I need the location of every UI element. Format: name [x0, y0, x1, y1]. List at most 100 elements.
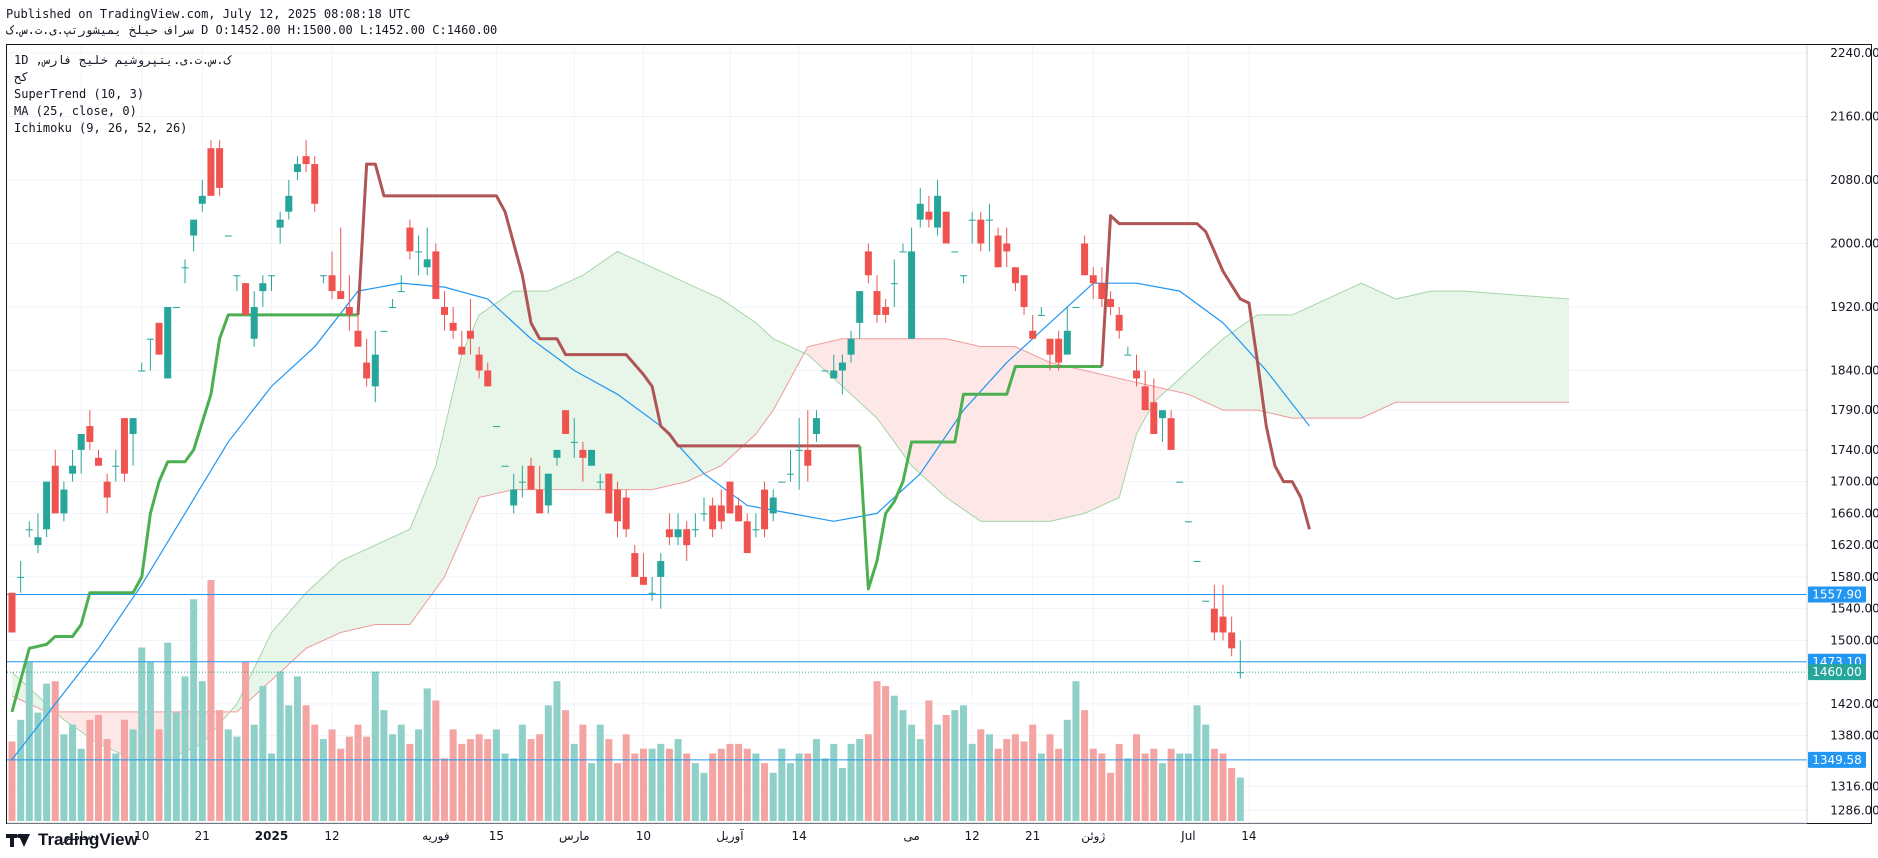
candle-body[interactable] — [319, 275, 327, 277]
candle-body[interactable] — [1046, 338, 1054, 355]
candle-body[interactable] — [665, 529, 673, 538]
candle-body[interactable] — [1063, 330, 1071, 355]
candle-body[interactable] — [882, 306, 890, 315]
candle-body[interactable] — [371, 354, 379, 387]
candle-body[interactable] — [17, 576, 25, 578]
candle-body[interactable] — [743, 521, 751, 554]
candle-body[interactable] — [527, 465, 535, 490]
candle-body[interactable] — [1167, 418, 1175, 450]
candle-body[interactable] — [761, 489, 769, 530]
candle-body[interactable] — [605, 473, 613, 514]
candle-body[interactable] — [250, 306, 258, 339]
candle-body[interactable] — [717, 505, 725, 522]
candle-body[interactable] — [389, 306, 397, 308]
candle-body[interactable] — [691, 529, 699, 531]
candle-body[interactable] — [925, 211, 933, 220]
candle-body[interactable] — [683, 529, 691, 546]
candle-body[interactable] — [579, 449, 587, 458]
candle-body[interactable] — [795, 449, 803, 451]
candle-body[interactable] — [190, 219, 198, 236]
tradingview-brand[interactable]: TradingView — [6, 830, 138, 850]
candle-body[interactable] — [631, 553, 639, 577]
candle-body[interactable] — [1055, 338, 1063, 363]
candle-body[interactable] — [1202, 600, 1210, 602]
candle-body[interactable] — [233, 275, 241, 277]
candle-body[interactable] — [838, 362, 846, 371]
candle-body[interactable] — [804, 449, 812, 466]
candle-body[interactable] — [380, 330, 388, 332]
candle-body[interactable] — [458, 346, 466, 355]
candle-body[interactable] — [873, 291, 881, 315]
candle-body[interactable] — [614, 489, 621, 522]
candle-body[interactable] — [242, 283, 250, 315]
candle-body[interactable] — [1081, 243, 1089, 276]
candle-body[interactable] — [259, 283, 267, 292]
candle-body[interactable] — [1236, 672, 1244, 674]
candle-body[interactable] — [648, 592, 656, 594]
candle-body[interactable] — [639, 576, 647, 585]
candle-body[interactable] — [934, 195, 942, 228]
candle-body[interactable] — [1003, 243, 1011, 252]
candle-body[interactable] — [172, 306, 180, 308]
candle-body[interactable] — [1193, 561, 1201, 563]
candle-body[interactable] — [363, 362, 371, 379]
candle-body[interactable] — [406, 227, 414, 252]
candle-body[interactable] — [864, 251, 872, 276]
candle-body[interactable] — [354, 330, 362, 347]
candle-body[interactable] — [856, 291, 864, 323]
candle-body[interactable] — [1011, 267, 1019, 284]
candle-body[interactable] — [960, 275, 967, 277]
candle-body[interactable] — [787, 473, 794, 475]
candle-body[interactable] — [449, 322, 457, 331]
candle-body[interactable] — [830, 370, 838, 379]
candle-body[interactable] — [77, 434, 85, 450]
candle-body[interactable] — [397, 291, 405, 293]
candle-body[interactable] — [60, 489, 68, 514]
candle-body[interactable] — [1210, 608, 1218, 633]
candle-body[interactable] — [1115, 314, 1123, 331]
candle-body[interactable] — [146, 338, 154, 340]
candle-body[interactable] — [492, 426, 500, 428]
candle-body[interactable] — [43, 481, 51, 530]
candle-body[interactable] — [129, 418, 137, 434]
candle-body[interactable] — [622, 497, 630, 530]
candle-body[interactable] — [276, 219, 284, 228]
candle-body[interactable] — [847, 338, 855, 355]
candle-body[interactable] — [432, 251, 440, 300]
candle-body[interactable] — [103, 481, 111, 498]
candle-body[interactable] — [588, 449, 596, 466]
candle-body[interactable] — [155, 322, 163, 355]
candle-body[interactable] — [726, 481, 734, 514]
candle-body[interactable] — [985, 219, 993, 221]
candle-body[interactable] — [441, 306, 448, 315]
candle-body[interactable] — [198, 195, 206, 204]
candle-body[interactable] — [69, 465, 77, 474]
candle-body[interactable] — [285, 195, 293, 212]
candle-body[interactable] — [1098, 283, 1106, 300]
candle-body[interactable] — [268, 275, 275, 277]
candle-body[interactable] — [34, 537, 42, 546]
candle-body[interactable] — [328, 275, 336, 292]
candle-body[interactable] — [1176, 481, 1184, 483]
candle-body[interactable] — [544, 473, 552, 506]
candle-body[interactable] — [501, 465, 509, 467]
candle-body[interactable] — [302, 156, 310, 165]
candle-body[interactable] — [1029, 330, 1037, 339]
candle-body[interactable] — [1158, 410, 1166, 419]
candle-body[interactable] — [769, 497, 777, 514]
candle-body[interactable] — [908, 251, 916, 339]
candle-body[interactable] — [994, 235, 1002, 268]
legend-ma[interactable]: MA (25, close, 0) — [14, 104, 137, 118]
candle-body[interactable] — [1072, 306, 1080, 308]
candle-body[interactable] — [899, 251, 907, 253]
candle-body[interactable] — [1219, 616, 1227, 633]
candle-body[interactable] — [224, 235, 232, 237]
candle-body[interactable] — [138, 370, 146, 372]
candle-body[interactable] — [423, 259, 431, 268]
candle-body[interactable] — [709, 505, 717, 530]
candle-body[interactable] — [596, 481, 604, 483]
candle-body[interactable] — [562, 410, 570, 434]
candle-body[interactable] — [207, 148, 215, 196]
candle-body[interactable] — [112, 465, 120, 467]
